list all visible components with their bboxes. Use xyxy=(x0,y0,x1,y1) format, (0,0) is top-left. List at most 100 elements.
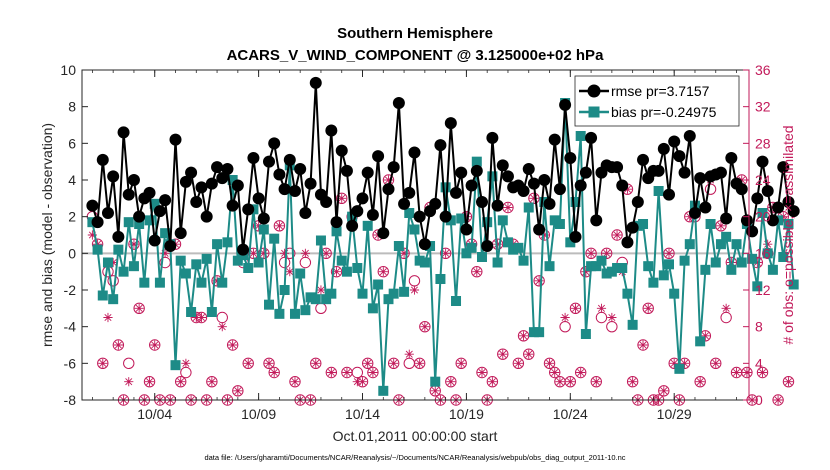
legend: rmse pr=3.7157 bias pr=-0.24975 xyxy=(574,75,740,127)
obs-possible-marker xyxy=(174,375,187,388)
obs-possible-marker xyxy=(455,357,467,370)
bias-point xyxy=(128,261,139,272)
rmse-point xyxy=(101,207,114,219)
bias-point xyxy=(388,288,399,299)
rmse-point xyxy=(538,174,551,186)
rmse-point xyxy=(787,205,800,218)
obs-possible-marker xyxy=(637,339,649,351)
bias-point xyxy=(264,299,275,310)
bias-point xyxy=(175,255,186,266)
rmse-point xyxy=(553,183,566,196)
left-y-axis: -8 -6 -4 -2 0 2 4 6 8 10 xyxy=(60,62,88,408)
obs-assimilated-marker xyxy=(685,212,695,222)
rmse-point xyxy=(527,177,540,190)
obs-assimilated-marker xyxy=(643,303,653,313)
obs-assimilated-marker xyxy=(477,367,487,378)
obs-assimilated-marker xyxy=(456,358,466,368)
obs-possible-marker xyxy=(517,330,530,342)
bias-point xyxy=(341,266,352,277)
bias-point xyxy=(258,224,269,235)
legend-bias-label: bias pr=-0.24975 xyxy=(611,104,717,120)
obs-assimilated-marker xyxy=(160,248,170,258)
bias-point xyxy=(586,261,597,272)
obs-assimilated-marker xyxy=(352,377,362,387)
rmse-point xyxy=(107,170,120,183)
obs-assimilated-marker xyxy=(529,193,539,203)
obs-possible-marker xyxy=(289,375,301,388)
rmse-point xyxy=(195,181,208,194)
rmse-point xyxy=(377,227,390,240)
obs-assimilated-marker xyxy=(726,257,736,268)
right-y-axis-label: # of obs: o=possible; ×=assimilated xyxy=(780,125,796,344)
rmse-point xyxy=(761,185,774,197)
bias-point xyxy=(565,237,576,248)
obs-assimilated-marker xyxy=(711,358,721,368)
bias-point xyxy=(326,288,337,299)
rmse-point xyxy=(543,197,556,210)
rmse-point xyxy=(756,155,769,168)
obs-assimilated-marker xyxy=(404,349,414,359)
rmse-point xyxy=(351,205,364,218)
obs-assimilated-marker xyxy=(290,377,300,387)
rmse-point xyxy=(268,137,281,150)
obs-assimilated-marker xyxy=(383,175,394,185)
rmse-point xyxy=(237,243,250,256)
x-tick-label: 10/19 xyxy=(449,406,484,422)
rmse-point xyxy=(574,179,587,192)
rmse-point xyxy=(517,185,530,197)
legend-box xyxy=(574,75,740,127)
obs-assimilated-marker xyxy=(144,377,155,387)
obs-assimilated-marker xyxy=(659,386,669,396)
obs-assimilated-marker xyxy=(409,285,420,295)
obs-possible-marker xyxy=(107,275,119,287)
data-file-footnote: data file: /Users/gharamti/Documents/NCA… xyxy=(204,453,625,462)
obs-assimilated-marker xyxy=(389,358,399,368)
obs-assimilated-marker xyxy=(378,267,388,277)
bias-point xyxy=(612,263,623,273)
obs-possible-marker xyxy=(123,357,135,370)
rmse-point xyxy=(247,152,260,164)
obs-assimilated-marker xyxy=(430,386,440,396)
rmse-point xyxy=(673,150,686,163)
obs-possible-marker xyxy=(756,366,769,379)
bias-point xyxy=(134,219,145,229)
rmse-point xyxy=(637,153,650,166)
obs-possible-marker xyxy=(543,357,556,370)
bias-point xyxy=(664,259,675,270)
left-y-tick-label: 4 xyxy=(68,172,76,188)
rmse-point xyxy=(444,117,457,130)
bias-point xyxy=(295,268,306,279)
obs-assimilated-marker xyxy=(461,212,472,222)
obs-possible-marker xyxy=(315,302,327,315)
obs-possible-marker xyxy=(564,375,577,388)
rmse-point xyxy=(533,223,546,236)
bias-point xyxy=(404,208,415,218)
rmse-point xyxy=(740,214,753,227)
x-axis-label: Oct.01,2011 00:00:00 start xyxy=(333,428,498,444)
bias-point xyxy=(289,308,300,319)
obs-assimilated-marker xyxy=(399,248,409,258)
obs-possible-marker xyxy=(741,366,753,379)
obs-assimilated-marker xyxy=(337,193,347,203)
bias-point xyxy=(705,219,716,229)
bias-point xyxy=(674,363,685,374)
obs-possible-marker xyxy=(439,247,452,260)
bias-point xyxy=(113,244,124,255)
obs-possible-marker xyxy=(387,357,400,370)
rmse-point xyxy=(164,240,177,252)
rmse-point xyxy=(346,219,359,232)
obs-possible-marker xyxy=(232,385,244,397)
obs-assimilated-marker xyxy=(181,358,191,368)
obs-assimilated-marker xyxy=(274,221,284,231)
rmse-point xyxy=(159,194,172,207)
bias-point xyxy=(144,215,155,226)
obs-assimilated-marker xyxy=(150,340,160,350)
rmse-point xyxy=(335,144,348,157)
rmse-point xyxy=(699,201,712,214)
rmse-point xyxy=(434,139,447,152)
obs-possible-marker xyxy=(642,302,654,315)
rmse-point xyxy=(766,214,779,227)
bias-point xyxy=(102,257,113,268)
bias-point xyxy=(399,286,410,297)
rmse-point xyxy=(221,163,234,175)
